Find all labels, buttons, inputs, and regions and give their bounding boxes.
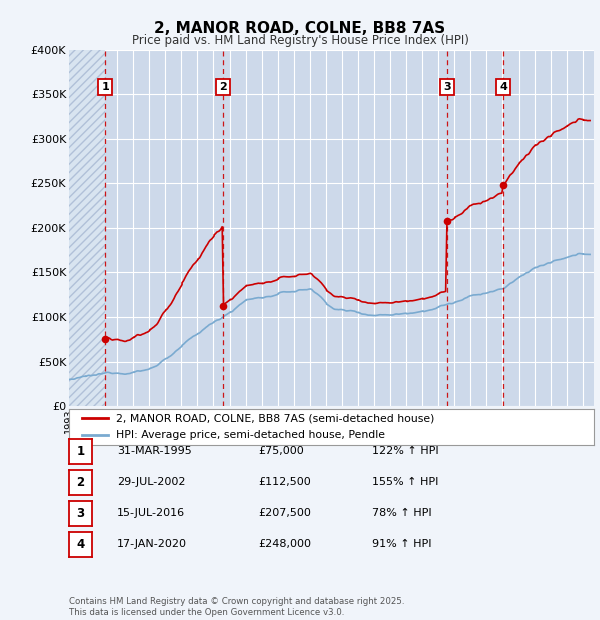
Text: Contains HM Land Registry data © Crown copyright and database right 2025.
This d: Contains HM Land Registry data © Crown c… [69, 598, 404, 617]
Text: £207,500: £207,500 [258, 508, 311, 518]
Text: 29-JUL-2002: 29-JUL-2002 [117, 477, 185, 487]
Text: £112,500: £112,500 [258, 477, 311, 487]
Text: 155% ↑ HPI: 155% ↑ HPI [372, 477, 439, 487]
Text: £75,000: £75,000 [258, 446, 304, 456]
Text: £248,000: £248,000 [258, 539, 311, 549]
Text: 4: 4 [76, 538, 85, 551]
Text: 17-JAN-2020: 17-JAN-2020 [117, 539, 187, 549]
Bar [69, 50, 105, 406]
Text: 2, MANOR ROAD, COLNE, BB8 7AS (semi-detached house): 2, MANOR ROAD, COLNE, BB8 7AS (semi-deta… [116, 414, 434, 423]
Text: 15-JUL-2016: 15-JUL-2016 [117, 508, 185, 518]
Text: HPI: Average price, semi-detached house, Pendle: HPI: Average price, semi-detached house,… [116, 430, 385, 440]
Text: 3: 3 [76, 507, 85, 520]
Text: 2, MANOR ROAD, COLNE, BB8 7AS: 2, MANOR ROAD, COLNE, BB8 7AS [154, 21, 446, 36]
Text: 2: 2 [219, 82, 227, 92]
Text: 2: 2 [76, 476, 85, 489]
Text: 3: 3 [443, 82, 451, 92]
Text: 122% ↑ HPI: 122% ↑ HPI [372, 446, 439, 456]
Text: 91% ↑ HPI: 91% ↑ HPI [372, 539, 431, 549]
Text: 78% ↑ HPI: 78% ↑ HPI [372, 508, 431, 518]
Text: 1: 1 [101, 82, 109, 92]
Text: 1: 1 [76, 445, 85, 458]
Text: 31-MAR-1995: 31-MAR-1995 [117, 446, 192, 456]
Text: Price paid vs. HM Land Registry's House Price Index (HPI): Price paid vs. HM Land Registry's House … [131, 34, 469, 47]
Text: 4: 4 [499, 82, 507, 92]
